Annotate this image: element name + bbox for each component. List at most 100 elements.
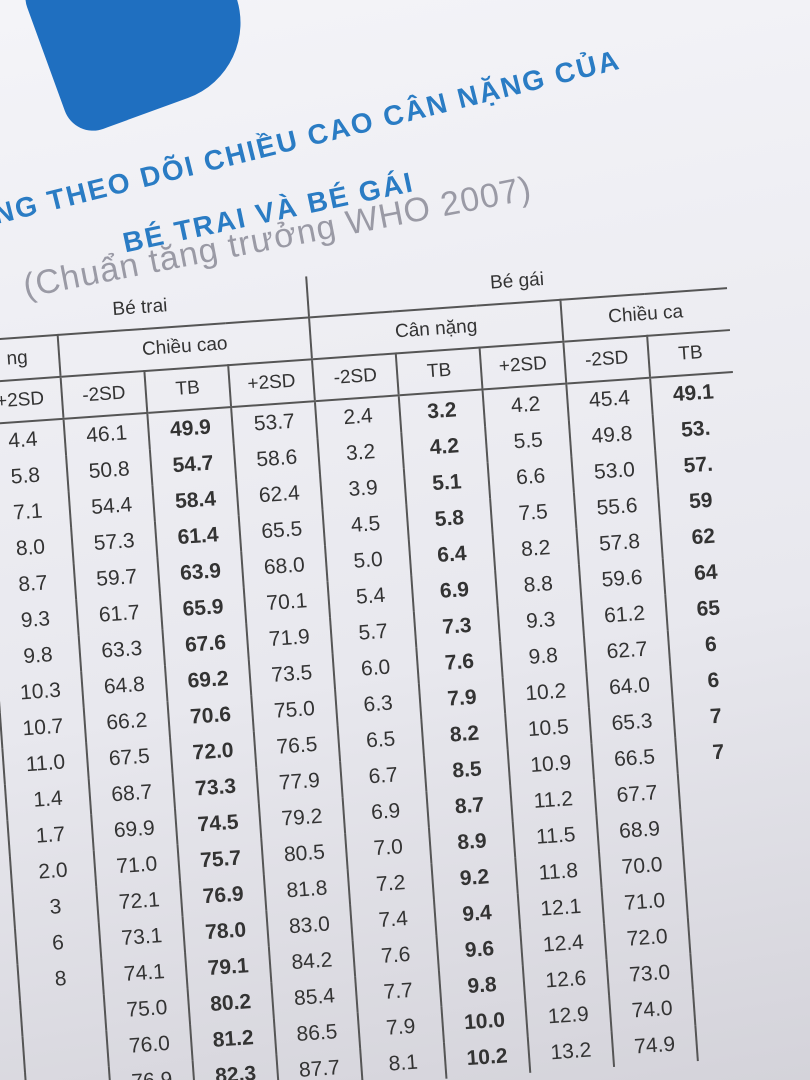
column-header: -2SD bbox=[563, 335, 651, 384]
table-cell: 4.5 bbox=[322, 504, 409, 546]
table-cell: 83.0 bbox=[266, 904, 353, 947]
table-cell: 61.4 bbox=[154, 515, 242, 558]
table-cell: 53.7 bbox=[231, 401, 318, 444]
growth-table: Bé trai Bé gái ng Chiều cao Cân nặng Chiều ca… bbox=[0, 247, 781, 1080]
table-cell: 7 bbox=[675, 732, 761, 774]
table-cell: 7.1 bbox=[0, 491, 72, 534]
table-cell: 81.2 bbox=[190, 1018, 277, 1061]
table-cell: 10.3 bbox=[0, 671, 84, 713]
table-cell: 72.1 bbox=[96, 880, 183, 923]
table-cell: 3.2 bbox=[317, 432, 404, 475]
table-cell: 7.3 bbox=[413, 605, 501, 648]
table-cell: 80.5 bbox=[261, 833, 348, 875]
table-cell: 9.3 bbox=[497, 600, 584, 642]
table-cell: 76.9 bbox=[180, 874, 267, 917]
table-cell: 62.7 bbox=[583, 630, 671, 672]
table-cell: 71.9 bbox=[246, 617, 333, 660]
table-cell: 8.1 bbox=[360, 1042, 447, 1080]
table-cell: 7.0 bbox=[345, 827, 432, 870]
table-cell: 13.2 bbox=[527, 1031, 615, 1073]
table-cell: 5.0 bbox=[325, 539, 412, 582]
table-cell: 8.0 bbox=[0, 527, 74, 570]
table-cell: 12.9 bbox=[525, 995, 612, 1037]
table-cell: 57.3 bbox=[71, 521, 158, 564]
table-cell: 5.5 bbox=[485, 420, 572, 463]
table-cell: 50.8 bbox=[66, 449, 153, 492]
column-header: -2SD bbox=[60, 371, 148, 419]
column-header: TB bbox=[647, 330, 733, 378]
table-cell: 62.4 bbox=[236, 474, 323, 516]
table-cell: 3.2 bbox=[398, 389, 486, 433]
table-cell: 11.8 bbox=[515, 851, 602, 894]
table-cell: 65 bbox=[665, 588, 751, 631]
table-container: Bé trai Bé gái ng Chiều cao Cân nặng Chiều ca… bbox=[0, 247, 781, 1080]
table-cell: 58.6 bbox=[233, 438, 320, 480]
table-cell: 64.0 bbox=[586, 666, 673, 708]
table-cell: 9.8 bbox=[438, 965, 526, 1007]
column-header: TB bbox=[395, 347, 483, 396]
table-cell: 12.4 bbox=[520, 923, 607, 966]
table-cell: 9.6 bbox=[436, 929, 523, 971]
table-cell: 11.2 bbox=[510, 779, 597, 822]
table-cell: 68.7 bbox=[88, 773, 176, 815]
subgroup-header: ng bbox=[0, 334, 61, 383]
table-cell: 67.7 bbox=[593, 773, 681, 816]
table-cell: 73.1 bbox=[98, 916, 186, 959]
table-cell: 7.6 bbox=[352, 935, 439, 977]
table-cell: 9.3 bbox=[0, 599, 79, 642]
table-cell: 57. bbox=[655, 444, 741, 487]
table-cell: 7.6 bbox=[416, 641, 503, 684]
table-cell: 5.4 bbox=[327, 575, 414, 618]
table-cell: 54.7 bbox=[149, 443, 237, 486]
table-cell: 6.3 bbox=[335, 683, 422, 726]
table-cell: 49.8 bbox=[568, 414, 656, 457]
column-header: +2SD bbox=[228, 359, 315, 408]
table-cell: 54.4 bbox=[68, 485, 155, 528]
table-cell: 7.9 bbox=[418, 677, 506, 720]
table-cell: 7.2 bbox=[347, 863, 434, 905]
table-cell bbox=[692, 983, 779, 1026]
table-cell: 6.9 bbox=[411, 570, 498, 612]
table-cell: 73.5 bbox=[248, 653, 336, 696]
table-cell bbox=[22, 1030, 109, 1073]
table-cell: 69.9 bbox=[91, 808, 178, 851]
table-cell: 7.9 bbox=[357, 1006, 444, 1049]
table-cell: 5.8 bbox=[406, 498, 493, 540]
table-cell: 68.9 bbox=[596, 809, 683, 852]
table-cell: 8.7 bbox=[426, 785, 513, 828]
table-cell: 6.6 bbox=[487, 456, 574, 499]
table-cell: 49.1 bbox=[650, 371, 736, 415]
table-cell: 74.9 bbox=[611, 1025, 698, 1067]
table-cell: 71.0 bbox=[601, 881, 688, 924]
table-cell: 66.2 bbox=[83, 701, 170, 743]
table-cell: 8.9 bbox=[428, 821, 516, 864]
table-cell: 8.7 bbox=[0, 563, 77, 606]
table-cell: 53. bbox=[652, 408, 738, 451]
table-cell: 75.0 bbox=[103, 988, 191, 1031]
table-cell: 7.4 bbox=[350, 899, 437, 941]
table-cell: 59 bbox=[657, 480, 743, 523]
table-cell: 8.2 bbox=[421, 713, 508, 756]
table-cell: 76.5 bbox=[253, 725, 341, 768]
table-cell: 1.4 bbox=[4, 778, 92, 821]
table-cell: 71.0 bbox=[93, 844, 181, 887]
table-cell: 8 bbox=[17, 958, 104, 1001]
table-cell: 10.2 bbox=[502, 671, 589, 714]
table-cell: 85.4 bbox=[271, 976, 358, 1019]
table-cell: 62 bbox=[660, 516, 746, 559]
table-cell: 68.0 bbox=[241, 545, 328, 588]
table-cell: 57.8 bbox=[576, 522, 663, 565]
table-cell: 75.7 bbox=[177, 838, 264, 881]
table-cell: 65.5 bbox=[238, 509, 326, 552]
table-cell: 3 bbox=[12, 886, 99, 929]
table-cell: 10.0 bbox=[441, 1000, 528, 1043]
table-cell: 45.4 bbox=[566, 377, 653, 421]
table-cell: 77.9 bbox=[256, 761, 343, 804]
table-cell: 6 bbox=[667, 624, 754, 667]
table-cell: 69.2 bbox=[164, 659, 252, 702]
table-cell: 6.0 bbox=[332, 647, 419, 690]
table-cell: 1.7 bbox=[7, 814, 94, 857]
table-cell: 6 bbox=[14, 922, 102, 965]
table-cell: 87.7 bbox=[276, 1048, 363, 1080]
